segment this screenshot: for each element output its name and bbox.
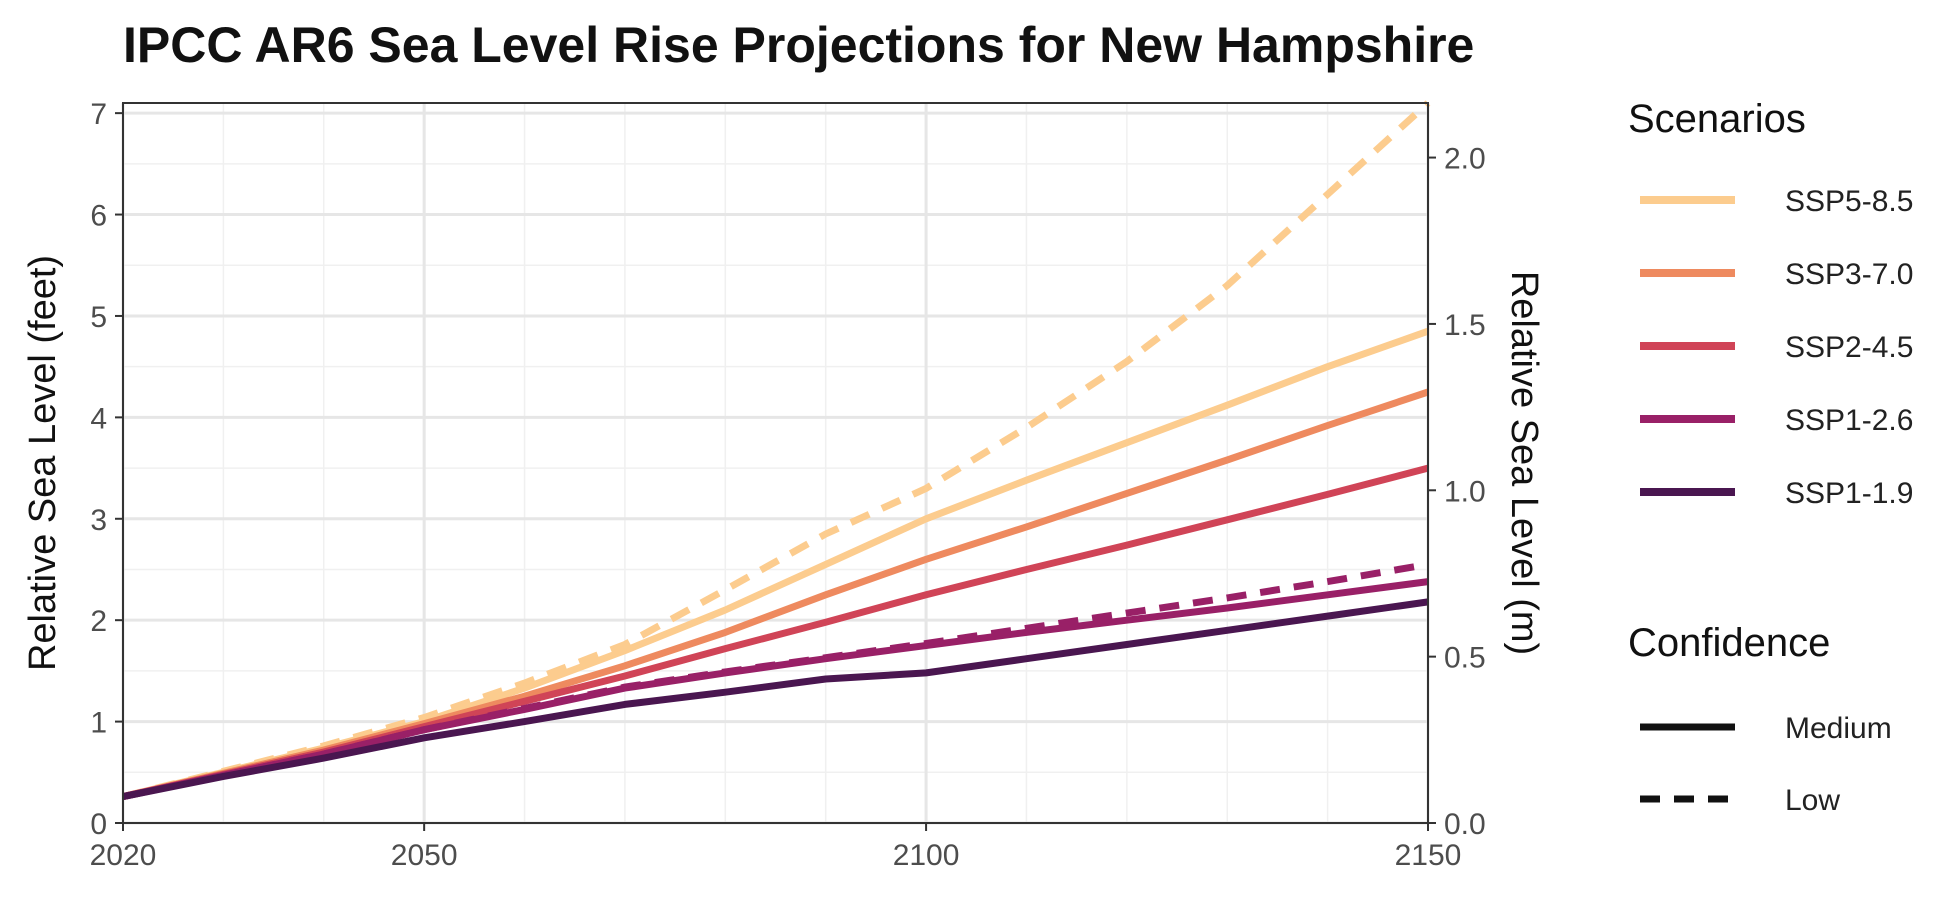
y-tick-label-right: 1.5	[1444, 309, 1486, 342]
legend-label-ssp3-7-0: SSP3-7.0	[1785, 258, 1913, 291]
x-tick-label: 2020	[90, 839, 157, 872]
x-tick-label: 2100	[893, 839, 960, 872]
series-line-ssp5-8-5-low	[122, 100, 1431, 800]
y-axis-title-right: Relative Sea Level (m)	[1503, 271, 1545, 655]
plot-area	[123, 103, 1428, 823]
legend-label-ssp1-1-9: SSP1-1.9	[1785, 477, 1913, 510]
legend-title-scenarios: Scenarios	[1628, 97, 1806, 141]
series-line-ssp1-2-6-low	[122, 560, 1429, 801]
x-tick-label: 2150	[1395, 839, 1462, 872]
legend-label-ssp2-4-5: SSP2-4.5	[1785, 331, 1913, 364]
y-tick-label-left: 4	[90, 402, 107, 435]
y-axis-left: 0 1 2 3 4 5 6 7	[90, 98, 123, 841]
series-line-ssp1-1-9-medium	[122, 598, 1429, 801]
legend-confidence: Medium Low	[1640, 712, 1892, 817]
legend-label-medium: Medium	[1785, 712, 1892, 745]
y-tick-label-right: 2.0	[1444, 143, 1486, 176]
y-tick-label-left: 2	[90, 605, 107, 638]
legend: Scenarios SSP5-8.5 SSP3-7.0 SSP2-4.5 SSP1-2…	[1628, 97, 1913, 817]
x-axis: 2020 2050 2100 2150	[90, 823, 1462, 872]
y-tick-label-right: 0.0	[1444, 808, 1486, 841]
y-axis-title-left: Relative Sea Level (feet)	[22, 255, 64, 671]
y-tick-label-left: 3	[90, 504, 107, 537]
y-axis-right: 0.0 0.5 1.0 1.5 2.0	[1428, 143, 1486, 841]
legend-label-low: Low	[1785, 784, 1840, 817]
y-tick-label-right: 0.5	[1444, 642, 1486, 675]
legend-title-confidence: Confidence	[1628, 621, 1830, 665]
y-tick-label-left: 6	[90, 200, 107, 233]
legend-label-ssp1-2-6: SSP1-2.6	[1785, 404, 1913, 437]
plot-border	[122, 102, 1429, 824]
y-tick-label-right: 1.0	[1444, 475, 1486, 508]
y-tick-label-left: 7	[90, 98, 107, 131]
chart-title: IPCC AR6 Sea Level Rise Projections for …	[123, 17, 1474, 73]
x-tick-label: 2050	[391, 839, 458, 872]
series-layer	[122, 100, 1431, 801]
y-tick-label-left: 5	[90, 301, 107, 334]
legend-scenarios: SSP5-8.5 SSP3-7.0 SSP2-4.5 SSP1-2.6 SSP1-1.9	[1640, 185, 1913, 510]
y-tick-label-left: 1	[90, 707, 107, 740]
y-tick-label-left: 0	[90, 808, 107, 841]
legend-label-ssp5-8-5: SSP5-8.5	[1785, 185, 1913, 218]
